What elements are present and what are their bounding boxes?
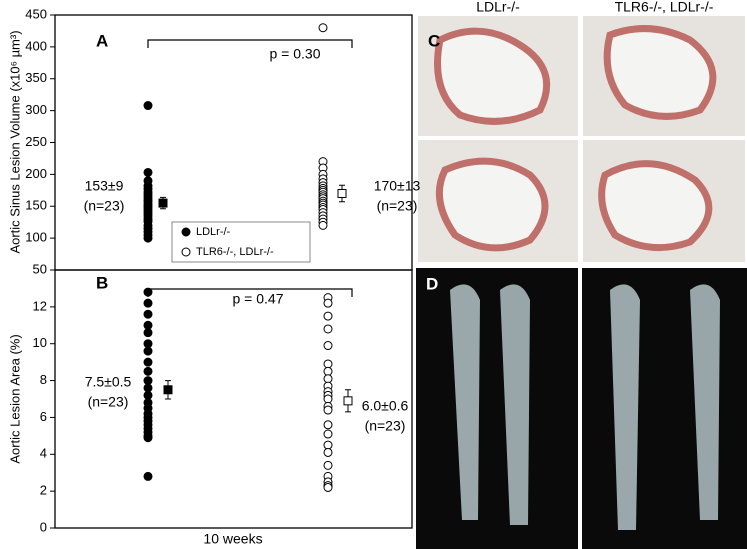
plot-frame [54,269,413,529]
data-point [143,376,153,386]
data-point [143,287,153,297]
n-label: (n=23) [84,198,125,214]
p-value: p = 0.30 [270,46,321,62]
data-point [143,298,153,308]
panel-letter: B [96,273,108,292]
data-point [323,482,333,492]
data-point [143,357,153,367]
y-tick-label: 450 [25,6,47,21]
y-tick-label: 300 [25,102,47,117]
y-tick-label: 200 [25,166,47,181]
mean-marker [337,189,347,198]
data-point [323,374,333,384]
y-tick-label: 4 [40,446,47,461]
data-point [143,167,153,177]
y-axis-label: Aortic Sinus Lesion Volume (x10⁶ µm³) [7,30,22,253]
n-label: (n=23) [377,198,418,214]
data-point [143,471,153,481]
data-point [143,339,153,349]
photo-panel-c [418,16,745,262]
data-point [323,447,333,457]
data-point [143,346,153,356]
y-tick-label: 350 [25,70,47,85]
y-tick-label: 250 [25,134,47,149]
data-point [143,101,153,111]
y-tick-label: 6 [40,409,47,424]
y-tick-label: 2 [40,483,47,498]
y-tick-label: 50 [33,261,47,276]
data-point [323,420,333,430]
mean-marker [163,385,173,395]
y-tick-label: 150 [25,198,47,213]
data-point [323,366,333,376]
data-point [323,298,333,308]
data-point [143,328,153,338]
data-point [323,394,333,404]
p-value: p = 0.47 [233,291,284,307]
y-axis-label: Aortic Lesion Area (%) [7,334,22,463]
data-point [323,311,333,321]
y-tick-label: 0 [40,519,47,534]
data-point [143,383,153,393]
legend-label: LDLr-/- [196,226,231,238]
data-point [323,405,333,415]
mean-label: 153±9 [85,178,124,194]
data-point [318,220,328,230]
mean-label: 6.0±0.6 [362,398,409,414]
mean-label: 7.5±0.5 [85,374,132,390]
mean-marker [158,198,168,208]
y-tick-label: 8 [40,372,47,387]
data-point [143,366,153,376]
panel-letter: A [96,31,108,50]
y-tick-label: 100 [25,230,47,245]
data-point [323,324,333,334]
mean-marker [343,396,353,406]
legend-marker [181,247,191,257]
mean-label: 170±13 [374,178,421,194]
column-header: LDLr-/- [476,0,520,15]
legend-label: TLR6-/-, LDLr-/- [196,246,274,258]
data-point [318,23,328,33]
legend-box [171,221,311,263]
data-point [143,233,153,243]
data-point [143,320,153,330]
panel-letter: D [426,274,438,293]
data-point [143,390,153,400]
n-label: (n=23) [88,394,129,410]
y-tick-label: 12 [33,298,47,313]
data-point [143,309,153,319]
data-point [143,433,153,443]
data-point [323,440,333,450]
data-point [323,460,333,470]
legend-marker [181,227,191,237]
y-tick-label: 400 [25,38,47,53]
photo-panel-d [416,268,747,549]
data-point [323,359,333,369]
n-label: (n=23) [365,418,406,434]
x-axis-label: 10 weeks [203,531,262,547]
data-point [323,429,333,439]
panel-letter: C [428,31,440,50]
y-tick-label: 10 [33,335,47,350]
significance-bracket [147,39,353,48]
data-point [323,341,333,351]
column-header: TLR6-/-, LDLr-/- [615,0,714,15]
